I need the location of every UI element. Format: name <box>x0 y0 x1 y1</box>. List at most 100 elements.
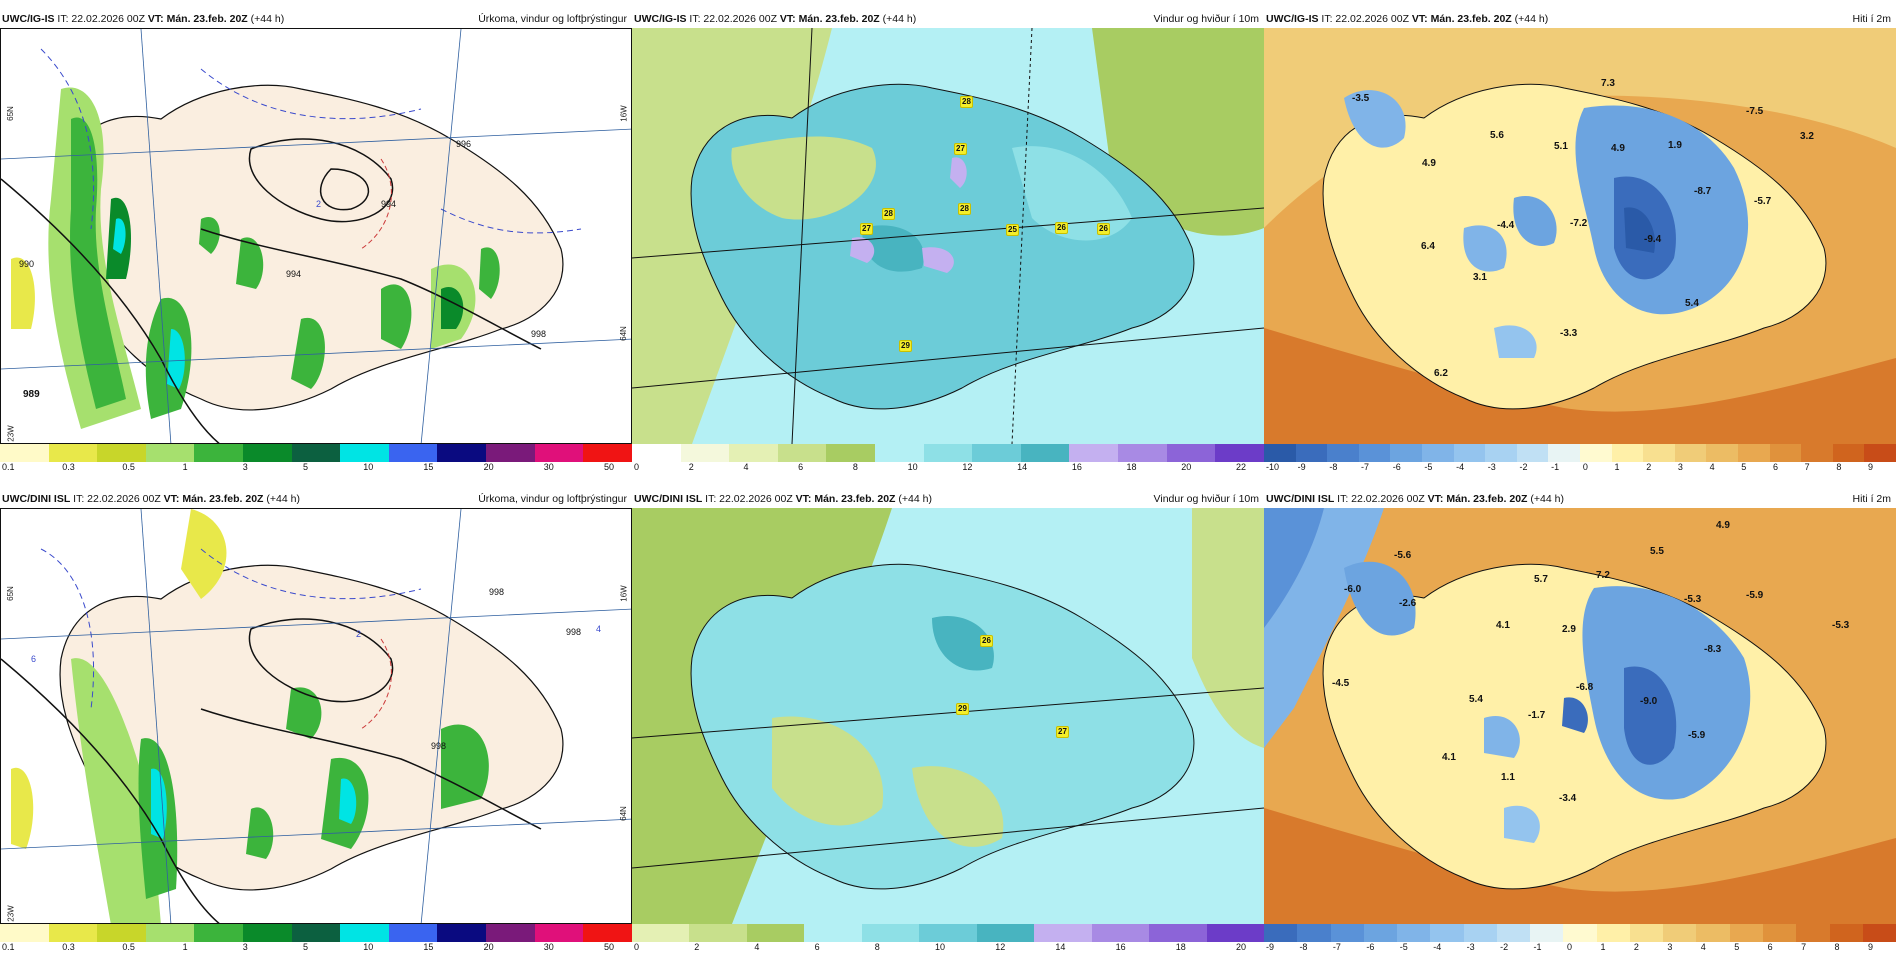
legend-tick-label: 1 <box>182 942 188 952</box>
legend-tick-label: 6 <box>1772 462 1778 472</box>
legend-tick-label: 10 <box>907 462 918 472</box>
legend-color-swatch <box>1548 444 1580 462</box>
gust-label: 28 <box>960 96 973 108</box>
legend-tick-label: 3 <box>1677 462 1683 472</box>
gust-label: 26 <box>1055 222 1068 234</box>
gust-label: 28 <box>958 203 971 215</box>
temp-label: -3.5 <box>1352 93 1370 104</box>
temp-map[interactable]: -3.5 7.3 5.6 5.1 4.9 1.9 -7.5 3.2 4.9 -8… <box>1264 28 1896 444</box>
gust-label: 27 <box>954 143 967 155</box>
legend-color-swatch <box>972 444 1021 462</box>
lat-label: 64N <box>618 326 628 341</box>
precip-legend-ticks: 0.1 0.3 0.5 1 3 5 10 15 20 30 50 <box>0 462 632 474</box>
temp-label: -1.7 <box>1528 710 1546 721</box>
legend-color-swatch <box>1330 924 1364 942</box>
legend-tick-label: 4 <box>1700 942 1706 952</box>
wind-map[interactable]: 28 27 27 28 28 25 26 26 29 <box>632 28 1264 444</box>
legend-color-swatch <box>1832 444 1865 462</box>
legend-color-swatch <box>1496 924 1531 942</box>
temp-label: -5.3 <box>1684 594 1702 605</box>
temp-label: -5.6 <box>1394 550 1412 561</box>
valid-time: VT: Mán. 23.feb. 20Z <box>779 13 880 25</box>
legend-tick-label: -6 <box>1366 942 1375 952</box>
legend-tick-label: 4 <box>1709 462 1715 472</box>
legend-color-swatch <box>632 924 690 942</box>
legend-tick-label: 10 <box>363 942 374 952</box>
legend-tick-label: 0.5 <box>122 462 135 472</box>
wind-map[interactable]: 26 29 27 <box>632 508 1264 924</box>
panel-title: Vindur og hviður í 10m <box>1153 13 1259 25</box>
temp-label: 6.4 <box>1421 241 1435 252</box>
isotherm-label: 2 <box>356 629 362 639</box>
legend-tick-label: 20 <box>1181 462 1192 472</box>
temp-label: -8.7 <box>1694 186 1712 197</box>
gust-label: 29 <box>899 340 912 352</box>
temp-label: -9.4 <box>1644 234 1662 245</box>
legend-color-swatch <box>804 924 862 942</box>
legend-tick-label: -8 <box>1299 942 1308 952</box>
gust-label: 29 <box>956 703 969 715</box>
legend-color-swatch <box>97 444 146 462</box>
legend-color-swatch <box>388 924 438 942</box>
temp-label: 5.4 <box>1685 298 1699 309</box>
legend-tick-label: 4 <box>754 942 760 952</box>
legend-color-swatch <box>48 924 98 942</box>
gust-label: 26 <box>1097 223 1110 235</box>
legend-tick-label: 5 <box>303 942 309 952</box>
model-name: UWC/DINI ISL <box>2 493 71 505</box>
legend-tick-label: 7 <box>1804 462 1810 472</box>
legend-tick-label: 3 <box>1667 942 1673 952</box>
temp-map[interactable]: 4.9 5.5 -5.6 5.7 7.2 -6.0 -2.6 -5.3 -5.9… <box>1264 508 1896 924</box>
legend-tick-label: 9 <box>1868 942 1874 952</box>
precip-legend-bar <box>0 924 632 942</box>
legend-tick-label: 0.1 <box>2 462 15 472</box>
legend-tick-label: -10 <box>1266 462 1280 472</box>
legend-color-swatch <box>1206 924 1264 942</box>
panel-title: Úrkoma, vindur og loftþrýstingur <box>478 13 627 25</box>
legend-tick-label: 22 <box>1236 462 1247 472</box>
legend-tick-label: 6 <box>1767 942 1773 952</box>
wind-legend-ticks: 0 2 4 6 8 10 12 14 16 18 20 22 <box>632 462 1264 474</box>
legend-color-swatch <box>1611 444 1644 462</box>
isobar-label: 989 <box>23 389 40 400</box>
legend-color-swatch <box>534 924 584 942</box>
legend-tick-label: 2 <box>688 462 694 472</box>
legend-tick-label: 2 <box>1646 462 1652 472</box>
legend-color-swatch <box>1327 444 1359 462</box>
legend-tick-label: 20 <box>483 462 494 472</box>
legend-color-swatch <box>340 924 389 942</box>
legend-color-swatch <box>145 444 195 462</box>
lead-time: (+44 h) <box>882 13 917 25</box>
legend-color-swatch <box>1674 444 1707 462</box>
legend-color-swatch <box>243 444 292 462</box>
valid-time: VT: Mán. 23.feb. 20Z <box>795 493 896 505</box>
legend-color-swatch <box>861 924 920 942</box>
legend-tick-label: 20 <box>1236 942 1247 952</box>
precip-map[interactable]: 998 998 998 2 4 6 65N 64N 23W 16W <box>0 508 632 924</box>
legend-color-swatch <box>746 924 805 942</box>
temp-label: 6.2 <box>1434 368 1448 379</box>
legend-color-swatch <box>1762 924 1797 942</box>
temp-label: -7.2 <box>1570 218 1588 229</box>
legend-tick-label: 8 <box>874 942 880 952</box>
temp-label: -2.6 <box>1399 598 1417 609</box>
panel-header: UWC/IG-IS IT: 22.02.2026 00Z VT: Mán. 23… <box>0 10 632 28</box>
legend-tick-label: 7 <box>1801 942 1807 952</box>
legend-tick-label: -1 <box>1551 462 1560 472</box>
panel-temp-igis: UWC/IG-IS IT: 22.02.2026 00Z VT: Mán. 23… <box>1264 10 1896 472</box>
legend-tick-label: -2 <box>1500 942 1509 952</box>
legend-tick-label: 3 <box>242 942 248 952</box>
gust-label: 27 <box>1056 726 1069 738</box>
legend-color-swatch <box>1579 444 1612 462</box>
legend-color-swatch <box>1363 924 1398 942</box>
temp-label: -7.5 <box>1746 106 1764 117</box>
precip-map[interactable]: 989 990 994 994 996 998 2 65N 64N 23W 16… <box>0 28 632 444</box>
legend-color-swatch <box>388 444 438 462</box>
legend-tick-label: 15 <box>423 462 434 472</box>
isobar-label: 998 <box>566 627 582 637</box>
legend-color-swatch <box>1149 924 1207 942</box>
legend-color-swatch <box>0 444 49 462</box>
legend-tick-label: -8 <box>1329 462 1338 472</box>
wind-legend-bar <box>632 924 1264 942</box>
panel-header: UWC/DINI ISL IT: 22.02.2026 00Z VT: Mán.… <box>1264 490 1896 508</box>
